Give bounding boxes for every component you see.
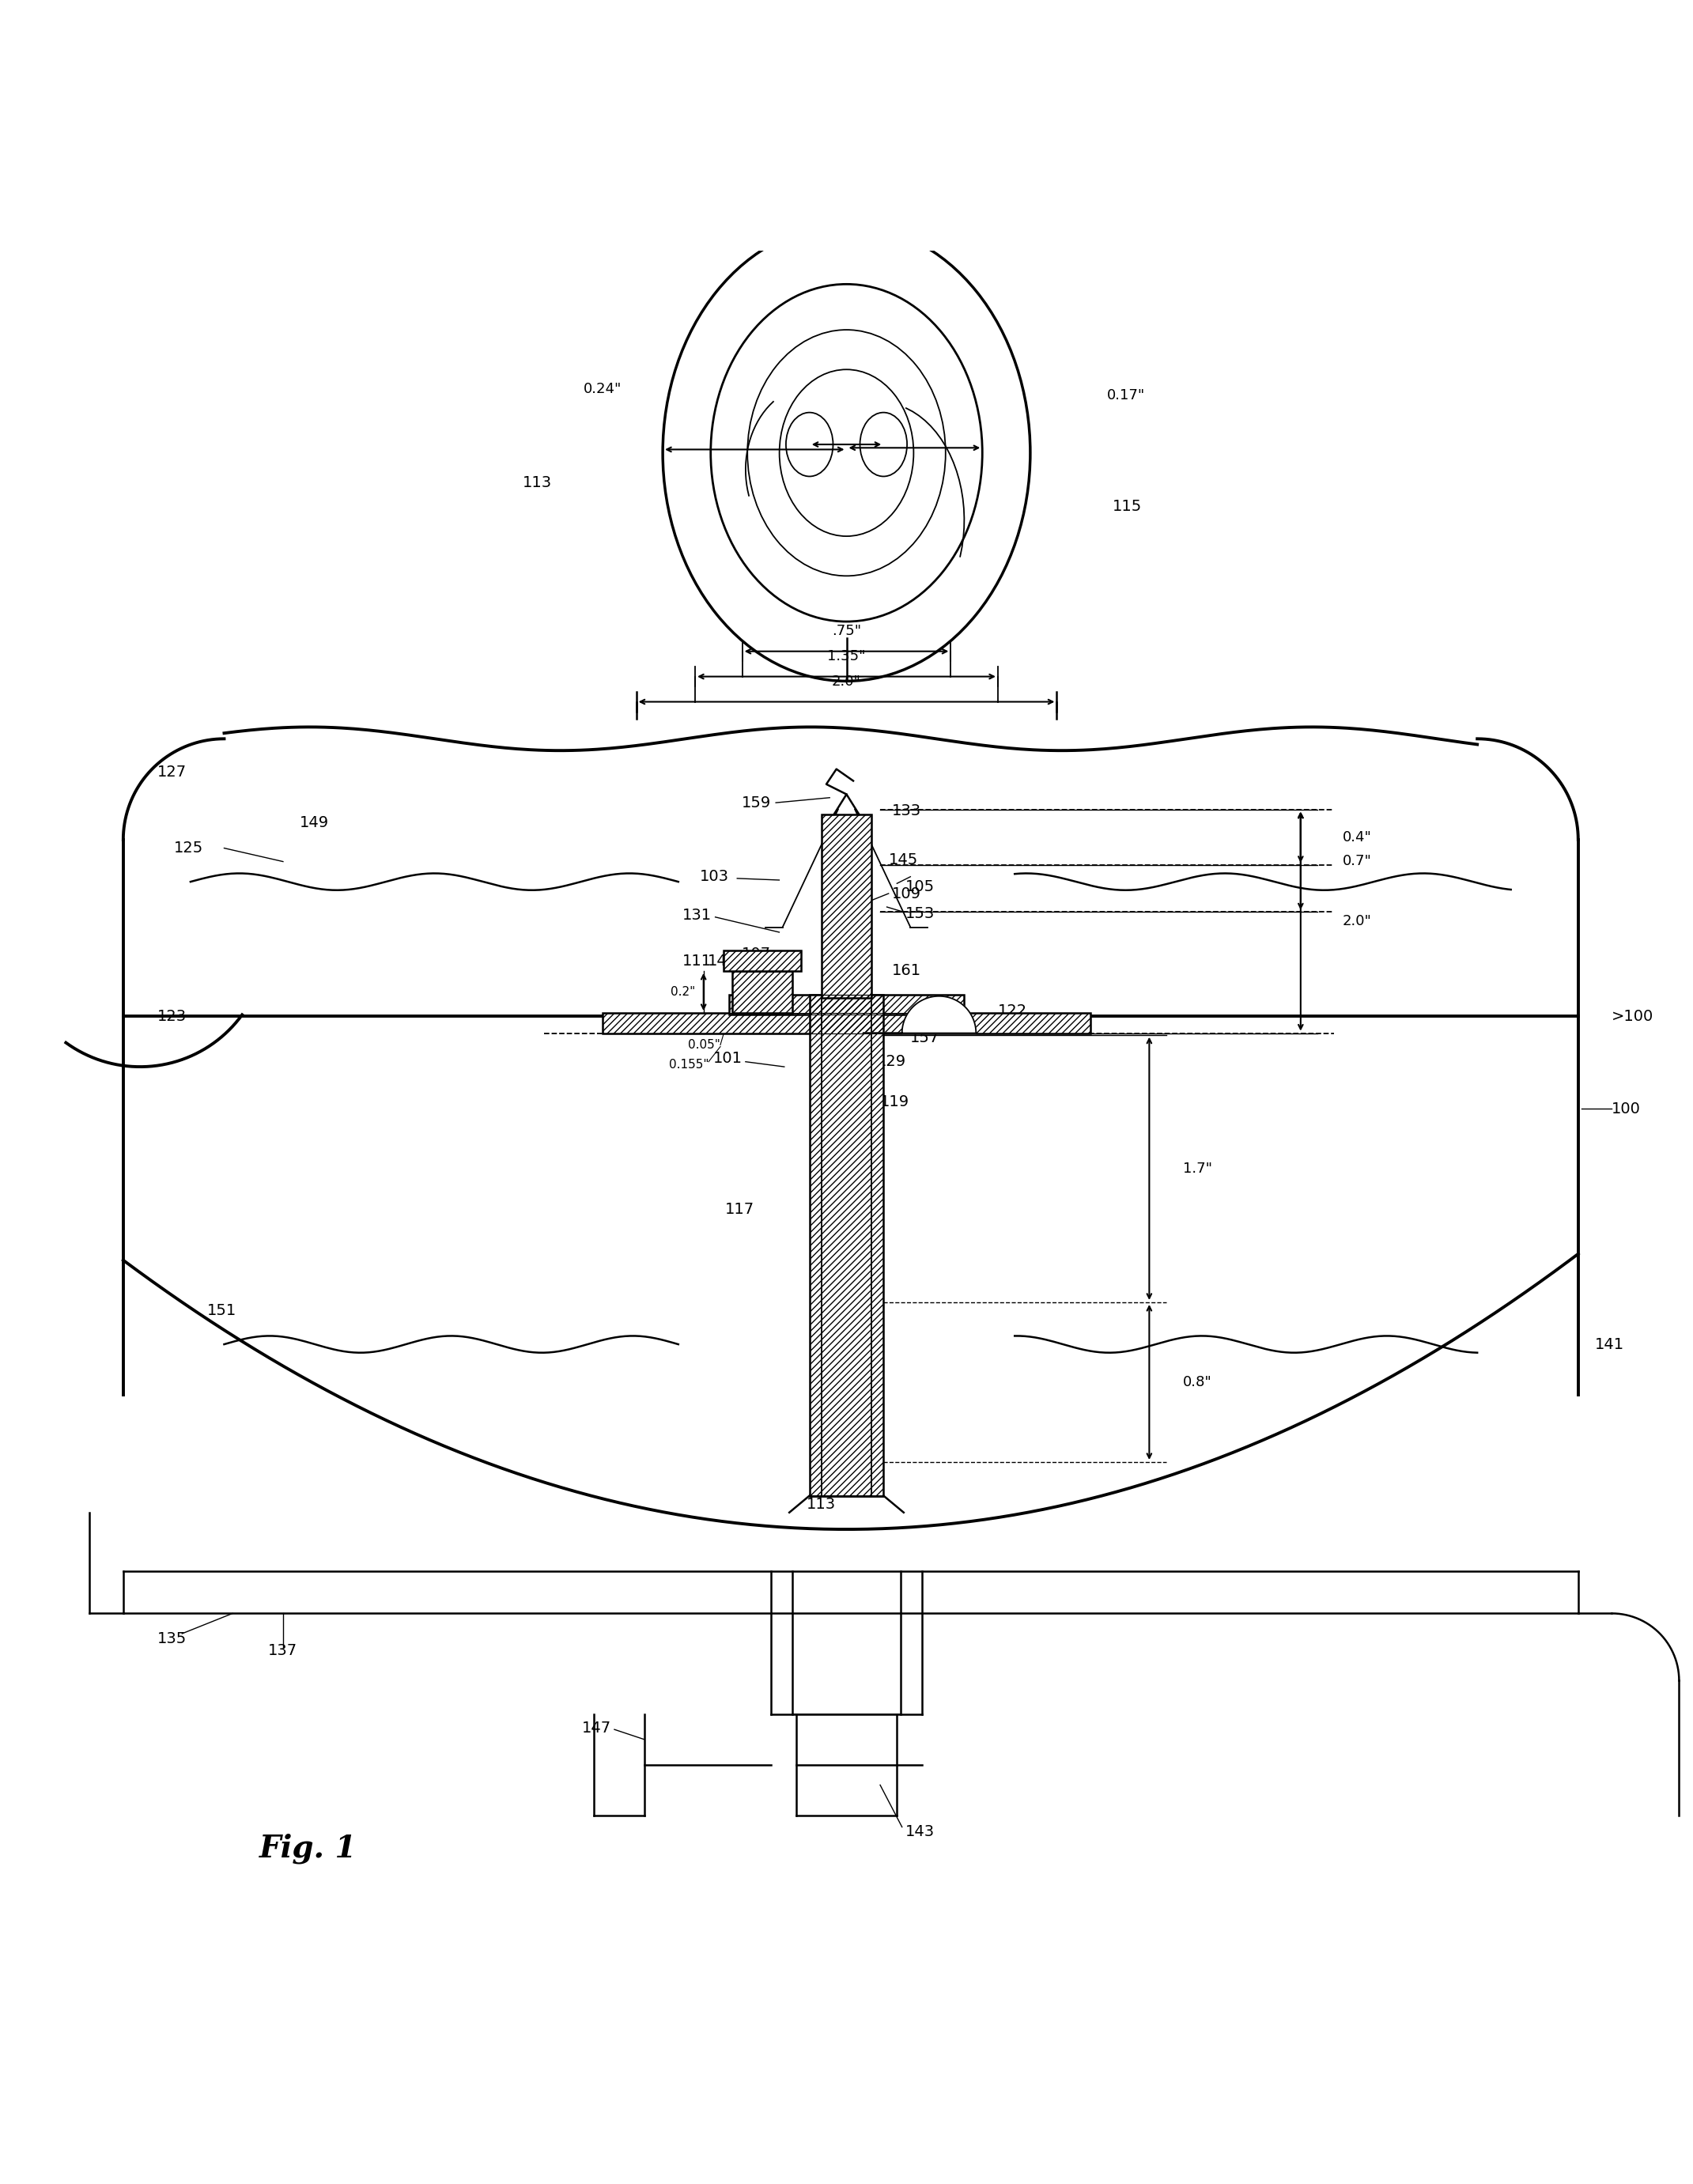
Bar [723, 950, 801, 972]
Text: 1.7": 1.7" [1183, 1162, 1212, 1175]
Text: 0.4": 0.4" [1343, 830, 1371, 845]
Text: 113: 113 [523, 476, 552, 491]
Text: 149: 149 [300, 815, 328, 830]
Text: 119: 119 [880, 1094, 909, 1109]
Text: 133: 133 [892, 804, 921, 819]
Text: 153: 153 [906, 906, 935, 922]
Text: 129: 129 [877, 1055, 906, 1070]
Text: 107: 107 [742, 946, 770, 961]
Text: 123: 123 [157, 1009, 186, 1024]
Text: 1.35": 1.35" [828, 649, 865, 664]
Text: >100: >100 [1612, 1009, 1654, 1024]
Text: 109: 109 [892, 887, 921, 902]
Bar [731, 972, 792, 1013]
Bar [809, 994, 884, 1496]
Bar [821, 815, 872, 998]
Text: 0.17": 0.17" [1107, 389, 1146, 402]
Text: 141: 141 [1595, 1337, 1624, 1352]
Text: 117: 117 [725, 1201, 753, 1216]
Bar [809, 994, 884, 1496]
Text: 111: 111 [682, 952, 713, 968]
Bar [603, 1013, 1090, 1033]
Text: 145: 145 [889, 852, 918, 867]
Text: 151: 151 [207, 1304, 237, 1319]
Text: 127: 127 [157, 764, 186, 780]
Text: 115: 115 [855, 1219, 884, 1234]
Text: 0.24": 0.24" [584, 382, 621, 395]
Text: 127: 127 [762, 992, 791, 1007]
Text: 137: 137 [269, 1642, 298, 1658]
Text: 0.05": 0.05" [687, 1040, 720, 1051]
Text: 2.0": 2.0" [1343, 915, 1371, 928]
Text: 0.2": 0.2" [670, 985, 696, 998]
Text: 157: 157 [911, 1031, 940, 1046]
Text: 161: 161 [892, 963, 921, 978]
Text: 0.7": 0.7" [1343, 854, 1371, 867]
Text: 135: 135 [157, 1631, 186, 1647]
Bar [603, 1013, 1090, 1033]
Text: 122: 122 [997, 1005, 1028, 1018]
Text: 147: 147 [708, 952, 736, 968]
Text: 105: 105 [906, 880, 935, 893]
Text: .75": .75" [831, 625, 862, 638]
Text: 115: 115 [1112, 500, 1141, 513]
Text: 0.155": 0.155" [669, 1059, 709, 1070]
Text: 121: 121 [857, 1072, 885, 1088]
Bar [723, 950, 801, 972]
Text: 131: 131 [682, 909, 713, 924]
Polygon shape [863, 996, 977, 1033]
Text: 2.0": 2.0" [831, 675, 862, 688]
Text: 147: 147 [582, 1721, 611, 1736]
Text: 103: 103 [699, 869, 728, 885]
Bar [731, 972, 792, 1013]
Text: Fig. 1: Fig. 1 [259, 1835, 357, 1865]
Text: 125: 125 [174, 841, 203, 856]
Text: 100: 100 [1612, 1101, 1641, 1116]
Text: 101: 101 [713, 1051, 742, 1066]
Text: 0.8": 0.8" [1183, 1376, 1212, 1389]
Text: 159: 159 [742, 795, 770, 810]
Text: 113: 113 [806, 1496, 836, 1511]
Bar [821, 815, 872, 998]
Text: 0.35": 0.35" [662, 1018, 696, 1029]
Bar [728, 994, 965, 1016]
Text: 143: 143 [906, 1824, 935, 1839]
Bar [728, 994, 965, 1016]
